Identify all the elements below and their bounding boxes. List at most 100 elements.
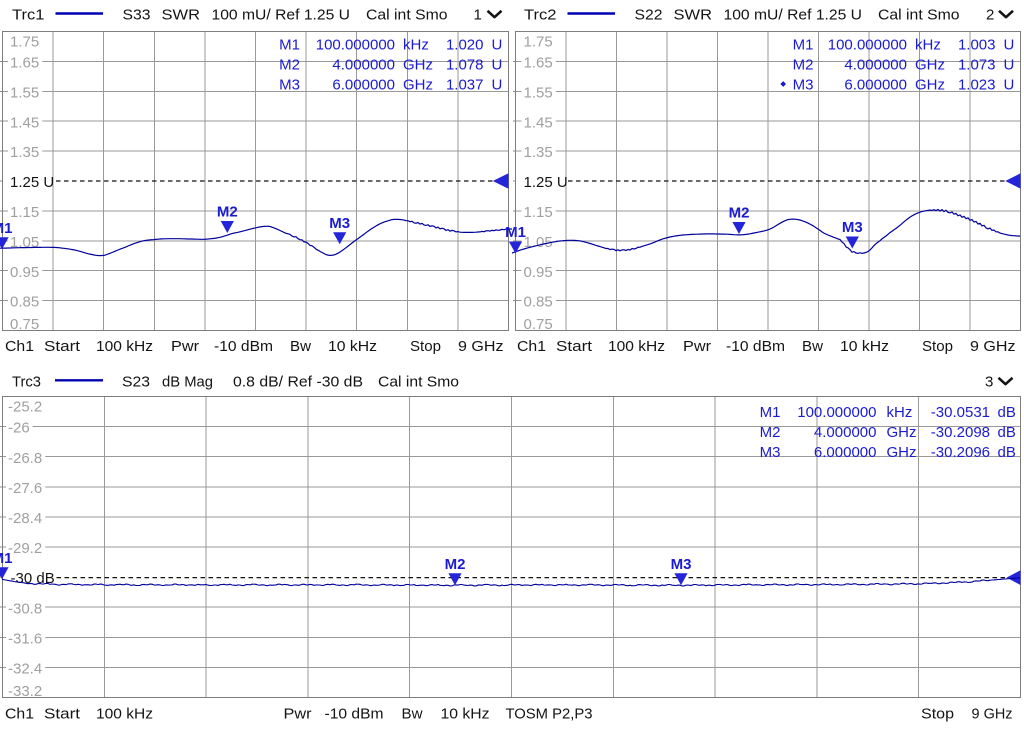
svg-text:4.000000: 4.000000	[332, 57, 395, 74]
svg-text:M3: M3	[671, 556, 692, 573]
svg-text:M3: M3	[842, 219, 863, 236]
svg-text:1.25 U: 1.25 U	[10, 174, 54, 191]
svg-text:4.000000: 4.000000	[844, 57, 907, 74]
svg-text:Stop: Stop	[921, 705, 954, 722]
svg-text:-26: -26	[8, 420, 30, 437]
svg-text:-30.2096: -30.2096	[931, 444, 990, 461]
svg-text:1.75: 1.75	[10, 33, 39, 50]
svg-text:M2: M2	[793, 57, 814, 74]
svg-text:M2: M2	[217, 204, 238, 221]
svg-text:M2: M2	[729, 205, 750, 222]
svg-text:Start: Start	[556, 338, 593, 355]
svg-text:Cal int Smo: Cal int Smo	[878, 7, 960, 24]
svg-text:1.35: 1.35	[524, 144, 553, 161]
svg-text:Cal int Smo: Cal int Smo	[366, 7, 448, 24]
svg-text:-10 dBm: -10 dBm	[214, 338, 273, 355]
svg-text:100 mU/ Ref 1.25 U: 100 mU/ Ref 1.25 U	[724, 7, 863, 24]
svg-text:4.000000: 4.000000	[814, 424, 877, 441]
svg-text:Bw: Bw	[290, 338, 311, 355]
svg-text:Pwr: Pwr	[683, 338, 711, 355]
svg-text:6.000000: 6.000000	[844, 77, 907, 94]
svg-text:U: U	[1004, 77, 1015, 94]
svg-text:1.65: 1.65	[524, 55, 553, 72]
svg-text:M3: M3	[329, 215, 350, 232]
svg-text:GHz: GHz	[403, 57, 433, 74]
svg-text:9 GHz: 9 GHz	[458, 338, 504, 355]
svg-text:100.000000: 100.000000	[316, 37, 395, 54]
svg-text:1.15: 1.15	[524, 204, 553, 221]
svg-text:-31.6: -31.6	[8, 630, 42, 647]
svg-text:1: 1	[474, 7, 482, 24]
svg-text:-30 dB: -30 dB	[11, 570, 55, 587]
svg-text:6.000000: 6.000000	[332, 77, 395, 94]
svg-text:Stop: Stop	[410, 338, 441, 355]
svg-text:9 GHz: 9 GHz	[970, 338, 1016, 355]
svg-text:S33: S33	[123, 7, 151, 24]
svg-text:Bw: Bw	[802, 338, 823, 355]
svg-text:-10 dBm: -10 dBm	[325, 705, 384, 722]
svg-text:SWR: SWR	[162, 7, 201, 24]
svg-text:1.073: 1.073	[958, 57, 996, 74]
svg-text:-30.2098: -30.2098	[931, 424, 990, 441]
svg-text:-30.0531: -30.0531	[931, 404, 990, 421]
svg-text:0.75: 0.75	[10, 316, 39, 333]
svg-text:Start: Start	[44, 705, 81, 722]
svg-text:100 kHz: 100 kHz	[96, 338, 153, 355]
svg-text:M1: M1	[0, 550, 12, 567]
svg-text:Ch1: Ch1	[517, 338, 546, 355]
svg-text:100.000000: 100.000000	[797, 404, 876, 421]
svg-text:1.65: 1.65	[10, 55, 39, 72]
svg-text:M1: M1	[279, 37, 300, 54]
svg-text:Stop: Stop	[922, 338, 953, 355]
svg-text:U: U	[492, 37, 503, 54]
svg-text:-30.8: -30.8	[8, 600, 42, 617]
svg-text:dB: dB	[998, 444, 1016, 461]
svg-text:Trc2: Trc2	[524, 7, 557, 24]
svg-text:0.8 dB/ Ref -30 dB: 0.8 dB/ Ref -30 dB	[233, 374, 363, 391]
svg-text:GHz: GHz	[887, 424, 917, 441]
svg-text:Bw: Bw	[402, 705, 423, 722]
svg-text:GHz: GHz	[915, 77, 945, 94]
svg-text:U: U	[492, 77, 503, 94]
svg-text:100 kHz: 100 kHz	[96, 705, 153, 722]
svg-text:GHz: GHz	[915, 57, 945, 74]
svg-text:Pwr: Pwr	[284, 705, 312, 722]
svg-text:Trc1: Trc1	[12, 7, 45, 24]
svg-text:0.75: 0.75	[524, 316, 553, 333]
svg-text:-28.4: -28.4	[8, 510, 42, 527]
svg-text:M1: M1	[0, 220, 12, 237]
svg-text:U: U	[1004, 37, 1015, 54]
svg-text:kHz: kHz	[887, 404, 913, 421]
svg-text:Cal int Smo: Cal int Smo	[378, 374, 459, 391]
svg-text:100 kHz: 100 kHz	[608, 338, 665, 355]
svg-text:Ch1: Ch1	[5, 705, 34, 722]
svg-text:M3: M3	[793, 77, 814, 94]
svg-text:GHz: GHz	[887, 444, 917, 461]
svg-text:1.05: 1.05	[10, 234, 39, 251]
svg-text:M1: M1	[793, 37, 814, 54]
svg-text:Ch1: Ch1	[5, 338, 34, 355]
svg-text:Pwr: Pwr	[171, 338, 199, 355]
svg-text:-27.6: -27.6	[8, 480, 42, 497]
svg-text:kHz: kHz	[403, 37, 429, 54]
svg-text:1.25 U: 1.25 U	[524, 174, 568, 191]
svg-text:M2: M2	[445, 556, 466, 573]
svg-text:GHz: GHz	[403, 77, 433, 94]
svg-text:9 GHz: 9 GHz	[972, 705, 1013, 722]
svg-text:1.45: 1.45	[524, 114, 553, 131]
svg-text:U: U	[1004, 57, 1015, 74]
svg-text:3: 3	[985, 374, 993, 391]
svg-text:S22: S22	[635, 7, 663, 24]
svg-text:6.000000: 6.000000	[814, 444, 877, 461]
svg-text:1.003: 1.003	[958, 37, 996, 54]
svg-text:0.95: 0.95	[524, 264, 553, 281]
svg-text:S23: S23	[122, 374, 150, 391]
svg-text:M3: M3	[279, 77, 300, 94]
svg-text:1.023: 1.023	[958, 77, 996, 94]
svg-text:10 kHz: 10 kHz	[328, 338, 377, 355]
svg-text:M3: M3	[760, 444, 781, 461]
svg-text:-29.2: -29.2	[8, 540, 42, 557]
svg-text:Trc3: Trc3	[12, 374, 41, 391]
svg-text:1.35: 1.35	[10, 144, 39, 161]
svg-text:M2: M2	[760, 424, 781, 441]
